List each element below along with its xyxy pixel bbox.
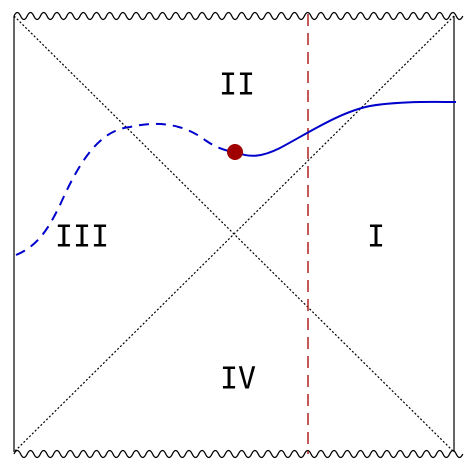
trajectory-solid [234, 100, 457, 157]
singularity-top [13, 11, 464, 21]
singularity-bottom [13, 449, 464, 459]
event-point [227, 144, 243, 160]
region-label: II [219, 68, 255, 103]
region-label: III [55, 220, 109, 255]
region-label: IV [220, 362, 256, 397]
horizon-diagonal [13, 15, 455, 453]
region-label: I [367, 220, 385, 255]
trajectory-dashed [15, 122, 236, 256]
